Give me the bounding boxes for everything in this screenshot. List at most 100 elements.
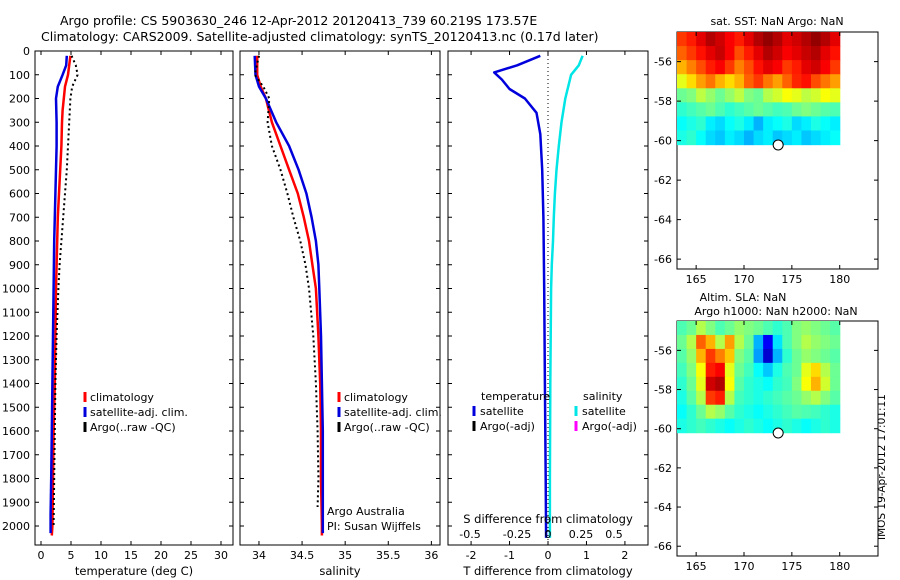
sst-map-cell bbox=[830, 130, 841, 146]
sst-map-cell bbox=[763, 60, 774, 75]
sla-map-cell bbox=[705, 362, 716, 378]
sst-lat-label: -58 bbox=[654, 95, 672, 108]
sla-map-cell bbox=[782, 348, 793, 364]
sst-map-cell bbox=[724, 102, 736, 118]
sla-argo-position-marker bbox=[772, 427, 784, 439]
sst-map-cell bbox=[772, 46, 783, 61]
sla-map-cell bbox=[686, 348, 697, 364]
sst-map-cell bbox=[734, 46, 745, 61]
sla-map-cell bbox=[801, 390, 812, 406]
sla-map-cell bbox=[715, 418, 726, 434]
sla-map-cell bbox=[801, 404, 812, 420]
sst-map-cell bbox=[811, 116, 822, 132]
sst-map-cell bbox=[782, 116, 793, 132]
sst-map-cell bbox=[744, 32, 755, 47]
sla-map-cell bbox=[791, 404, 803, 420]
sal-legend-label: climatology bbox=[344, 391, 408, 404]
sla-map-cell bbox=[724, 390, 736, 406]
sst-map-cell bbox=[715, 74, 726, 89]
sst-map-cell bbox=[696, 74, 707, 89]
sla-map-title-line2: Argo h1000: NaN h2000: NaN bbox=[694, 305, 857, 318]
sst-map-cell bbox=[782, 46, 793, 61]
sal-annotation-line1: Argo Australia bbox=[327, 505, 405, 518]
sst-map-cell bbox=[791, 116, 803, 132]
depth-tick-label: 1500 bbox=[2, 401, 30, 414]
sla-map-cell bbox=[811, 362, 822, 378]
sla-map-cell bbox=[677, 321, 688, 336]
sla-map-cell bbox=[705, 334, 716, 350]
sst-map-cell bbox=[705, 32, 716, 47]
sla-map-cell bbox=[763, 418, 774, 434]
sla-map-cell bbox=[734, 348, 745, 364]
depth-tick-label: 1900 bbox=[2, 496, 30, 509]
sla-map-cell bbox=[686, 321, 697, 336]
depth-tick-label: 1200 bbox=[2, 330, 30, 343]
sst-map-cell bbox=[744, 46, 755, 61]
diff-top-tick-label: 0 bbox=[545, 528, 552, 541]
sst-map-cell bbox=[801, 116, 812, 132]
sla-map-cell bbox=[772, 404, 783, 420]
sla-map-cell bbox=[763, 348, 774, 364]
temp-xtick-label: 5 bbox=[68, 549, 75, 562]
sla-map-cell bbox=[734, 321, 745, 336]
sla-lon-label: 180 bbox=[829, 560, 850, 573]
sal-series-satellite-adj-clim- bbox=[253, 55, 325, 534]
sst-map-cell bbox=[801, 130, 812, 146]
sla-map-cell bbox=[772, 376, 783, 392]
sst-map-cell bbox=[734, 116, 745, 132]
sla-map-cell bbox=[830, 334, 841, 350]
sst-map-cell bbox=[820, 32, 831, 47]
sst-map-cell bbox=[705, 60, 716, 75]
sla-map-cell bbox=[772, 334, 783, 350]
depth-tick-label: 700 bbox=[9, 211, 30, 224]
sla-map-cell bbox=[705, 376, 716, 392]
depth-tick-label: 1800 bbox=[2, 473, 30, 486]
sla-map-cell bbox=[801, 418, 812, 434]
sla-map-cell bbox=[820, 348, 831, 364]
sla-map-cell bbox=[677, 404, 688, 420]
sst-map-cell bbox=[782, 88, 793, 103]
sla-map-cell bbox=[677, 362, 688, 378]
sla-map-cell bbox=[791, 362, 803, 378]
diff-top-tick-label: 0.5 bbox=[605, 528, 623, 541]
sla-lon-label: 170 bbox=[734, 560, 755, 573]
sst-map-cell bbox=[677, 32, 688, 47]
diff-legend-title: temperature bbox=[481, 390, 550, 403]
sst-map-cell bbox=[763, 130, 774, 146]
sst-map-cell bbox=[705, 116, 716, 132]
sla-lat-label: -66 bbox=[654, 540, 672, 553]
temp-xtick-label: 20 bbox=[154, 549, 168, 562]
sst-map-cell bbox=[782, 130, 793, 146]
diff-legend-title: salinity bbox=[583, 390, 623, 403]
sla-lat-label: -56 bbox=[654, 344, 672, 357]
sst-map-cell bbox=[744, 102, 755, 118]
sla-map-cell bbox=[801, 376, 812, 392]
sst-map-cell bbox=[677, 74, 688, 89]
sla-map-cell bbox=[686, 418, 697, 434]
sst-map-cell bbox=[753, 116, 764, 132]
sst-map-cell bbox=[811, 60, 822, 75]
diff-xlabel: T difference from climatology bbox=[462, 564, 633, 578]
sla-map-cell bbox=[705, 390, 716, 406]
diff-top-xlabel: S difference from climatology bbox=[463, 512, 633, 526]
sla-map-cell bbox=[744, 418, 755, 434]
sst-lon-label: 175 bbox=[781, 273, 802, 286]
sst-map-cell bbox=[677, 88, 688, 103]
sst-map-cell bbox=[830, 46, 841, 61]
sla-map-cell bbox=[696, 390, 707, 406]
sla-map-cell bbox=[744, 376, 755, 392]
sla-map-cell bbox=[696, 404, 707, 420]
depth-tick-label: 2000 bbox=[2, 520, 30, 533]
diff-top-tick-label: -0.5 bbox=[459, 528, 480, 541]
temp-axes-box bbox=[34, 50, 234, 546]
sla-map-cell bbox=[677, 418, 688, 434]
depth-tick-label: 600 bbox=[9, 188, 30, 201]
sst-map-cell bbox=[782, 60, 793, 75]
sla-map-cell bbox=[811, 321, 822, 336]
sla-map-cell bbox=[830, 404, 841, 420]
sla-map-cell bbox=[820, 376, 831, 392]
sla-map-cell bbox=[724, 321, 736, 336]
sla-map-cell bbox=[686, 404, 697, 420]
sla-map-cell bbox=[677, 376, 688, 392]
